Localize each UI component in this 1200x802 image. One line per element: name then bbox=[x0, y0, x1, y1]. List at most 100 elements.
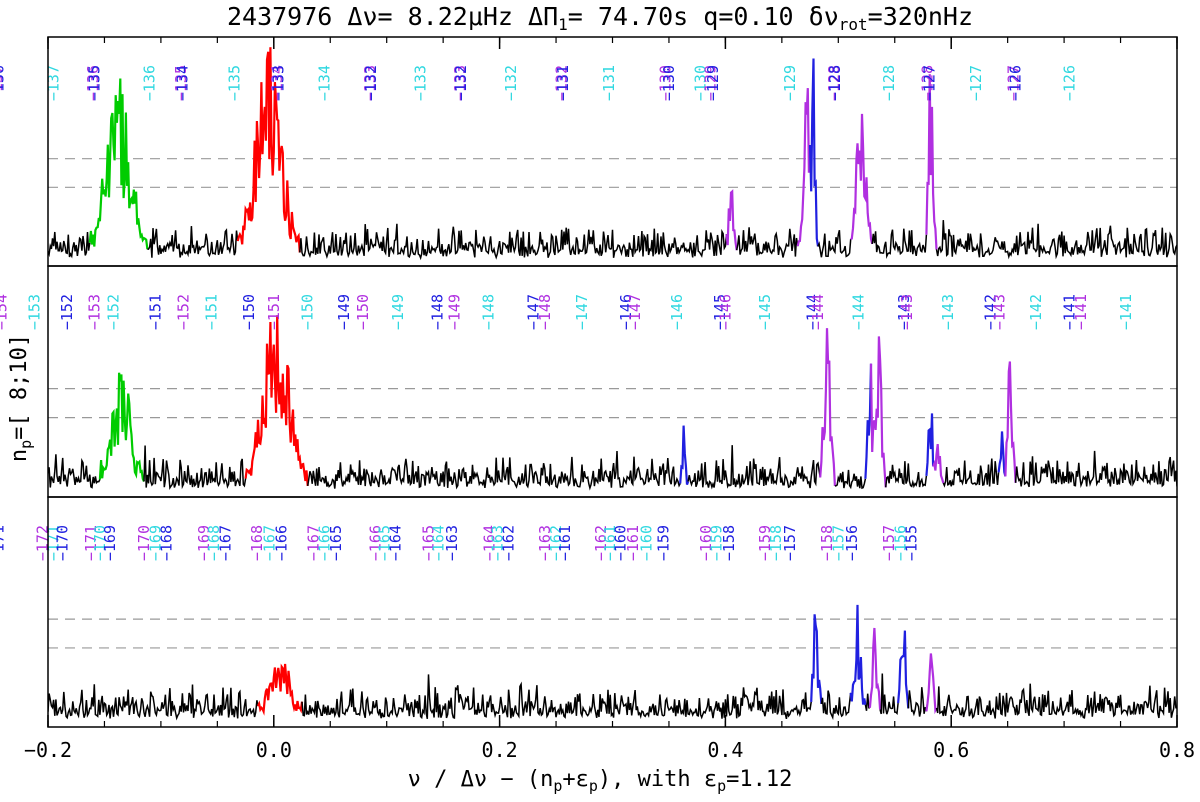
mode-label: −165 bbox=[375, 525, 393, 561]
mode-label: −149 bbox=[445, 294, 463, 330]
spectrum-segment bbox=[48, 684, 259, 721]
mode-label: −154 bbox=[0, 294, 11, 330]
spectrum-segment bbox=[849, 604, 867, 705]
mode-label: −155 bbox=[903, 525, 921, 561]
mode-label: −147 bbox=[573, 294, 591, 330]
mode-label: −157 bbox=[781, 525, 799, 561]
title-drot-label: δν bbox=[809, 2, 839, 31]
mode-label: −143 bbox=[991, 294, 1009, 330]
mode-label: −149 bbox=[335, 294, 353, 330]
mode-label: −167 bbox=[216, 525, 234, 561]
mode-label: −134 bbox=[316, 65, 334, 101]
spectrum-segment bbox=[810, 614, 823, 704]
spectrum-segment bbox=[935, 220, 1177, 260]
spectrum-segment bbox=[925, 653, 938, 715]
x-tick-label: 0.6 bbox=[933, 738, 969, 762]
mode-label: −134 bbox=[268, 65, 286, 101]
mode-label: −152 bbox=[105, 294, 123, 330]
title-dpi-label: ΔΠ bbox=[528, 2, 558, 31]
xlabel-sub2: p bbox=[589, 777, 598, 795]
mode-label: −131 bbox=[600, 65, 618, 101]
title-star: 2437976 bbox=[227, 2, 332, 31]
spectrum-segment bbox=[850, 113, 874, 245]
spectrum-segment bbox=[98, 372, 146, 482]
mode-label: −170 bbox=[135, 525, 153, 561]
spectrum-segment bbox=[925, 74, 938, 250]
spectrum-segment bbox=[864, 693, 870, 711]
xlabel-value: =1.12 bbox=[726, 767, 792, 792]
mode-label: −132 bbox=[553, 65, 571, 101]
mode-label: −148 bbox=[479, 294, 497, 330]
mode-label: −127 bbox=[1004, 65, 1022, 101]
spectrum-segment bbox=[306, 450, 681, 491]
mode-label: −136 bbox=[84, 65, 102, 101]
mode-labels: −139−139−138−138−137−136−137−136−135−136… bbox=[0, 65, 1079, 101]
spectrum-segment bbox=[879, 673, 899, 715]
spectrum-segment bbox=[834, 469, 867, 490]
mode-label: −149 bbox=[389, 294, 407, 330]
mode-label: −143 bbox=[939, 294, 957, 330]
spectrum-segment bbox=[88, 78, 149, 250]
mode-label: −147 bbox=[626, 294, 644, 330]
mode-labels: −156−155−154−155−154−153−154−153−152−153… bbox=[0, 294, 1135, 330]
mode-label: −135 bbox=[225, 65, 243, 101]
mode-label: −148 bbox=[536, 294, 554, 330]
spectrum-segment bbox=[796, 88, 812, 247]
y-axis-label: np=[ 8;10] bbox=[7, 334, 35, 462]
mode-label: −130 bbox=[660, 65, 678, 101]
spectrum-segment bbox=[244, 315, 309, 486]
mode-label: −151 bbox=[265, 294, 283, 330]
spectrum bbox=[48, 315, 1177, 491]
mode-label: −158 bbox=[767, 525, 785, 561]
mode-label: −157 bbox=[829, 525, 847, 561]
mode-label: −165 bbox=[327, 525, 345, 561]
mode-label: −141 bbox=[1072, 294, 1090, 330]
title-drot-sub: rot bbox=[839, 15, 868, 34]
mode-label: −164 bbox=[480, 525, 498, 561]
title-line: 2437976 Δν= 8.22μHz ΔΠ1= 74.70s q=0.10 δ… bbox=[227, 2, 973, 34]
mode-label: −132 bbox=[452, 65, 470, 101]
mode-label: −152 bbox=[58, 294, 76, 330]
mode-label: −150 bbox=[354, 294, 372, 330]
mode-label: −172 bbox=[33, 525, 51, 561]
mode-label: −147 bbox=[525, 294, 543, 330]
mode-label: −146 bbox=[617, 294, 635, 330]
mode-label: −136 bbox=[0, 65, 7, 101]
mode-label: −127 bbox=[967, 65, 985, 101]
spectrum-segment bbox=[679, 425, 690, 485]
mode-label: −129 bbox=[704, 65, 722, 101]
mode-label: −136 bbox=[141, 65, 159, 101]
xlabel-middle: +ε bbox=[562, 767, 589, 792]
mode-label: −128 bbox=[825, 65, 843, 101]
mode-label: −168 bbox=[205, 525, 223, 561]
mode-label: −133 bbox=[269, 65, 287, 101]
mode-label: −130 bbox=[657, 65, 675, 101]
spectrum-segment bbox=[884, 461, 928, 489]
mode-label: −170 bbox=[54, 525, 72, 561]
x-tick-label: 0.2 bbox=[482, 738, 518, 762]
mode-label: −129 bbox=[702, 65, 720, 101]
title-dpi-sub: 1 bbox=[558, 15, 568, 34]
mode-label: −153 bbox=[26, 294, 44, 330]
mode-label: −153 bbox=[85, 294, 103, 330]
mode-label: −144 bbox=[850, 294, 868, 330]
mode-label: −166 bbox=[366, 525, 384, 561]
spectrum-segment bbox=[147, 226, 239, 258]
mode-label: −159 bbox=[756, 525, 774, 561]
spectrum-segment bbox=[1014, 450, 1177, 489]
mode-label: −163 bbox=[536, 525, 554, 561]
mode-label: −146 bbox=[716, 294, 734, 330]
mode-label: −160 bbox=[697, 525, 715, 561]
spectrum-segment bbox=[864, 363, 873, 479]
spectrum-segment bbox=[299, 223, 728, 261]
mode-label: −144 bbox=[803, 294, 821, 330]
mode-label: −134 bbox=[173, 65, 191, 101]
mode-label: −163 bbox=[443, 525, 461, 561]
mode-label: −152 bbox=[175, 294, 193, 330]
mode-label: −169 bbox=[101, 525, 119, 561]
mode-label: −169 bbox=[195, 525, 213, 561]
spectrum-segment bbox=[257, 663, 304, 716]
x-axis-label: ν / Δν − (np+εp), with εp=1.12 bbox=[408, 767, 793, 795]
mode-label: −162 bbox=[592, 525, 610, 561]
spectrum-segment bbox=[907, 687, 928, 717]
